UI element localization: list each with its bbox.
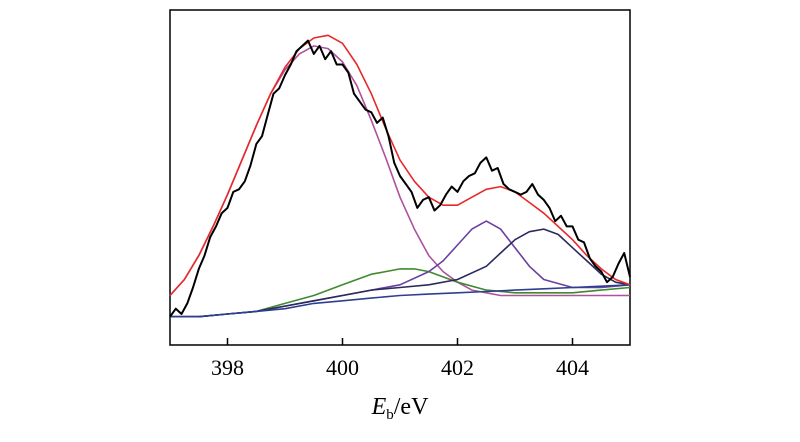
x-axis-label: Eb/eV: [371, 394, 429, 423]
series-measured-spectrum: [169, 39, 631, 318]
x-tick-label-402: 402: [441, 355, 474, 380]
series-layer: [169, 34, 631, 318]
series-fitted-envelope: [169, 34, 631, 297]
x-axis-label-sub: b: [386, 407, 394, 423]
x-axis-label-unit: /eV: [394, 394, 429, 420]
series-component-peak-1: [169, 45, 630, 297]
x-axis-ticks: 398 400 402 404: [211, 338, 589, 380]
series-background: [170, 284, 631, 318]
series-component-peak-2: [170, 268, 631, 318]
series-component-peak-4: [170, 228, 631, 318]
x-tick-label-400: 400: [326, 355, 359, 380]
x-tick-label-398: 398: [211, 355, 244, 380]
x-tick-label-404: 404: [556, 355, 589, 380]
plot-frame: [169, 9, 631, 346]
x-axis-label-main: E: [371, 394, 387, 420]
